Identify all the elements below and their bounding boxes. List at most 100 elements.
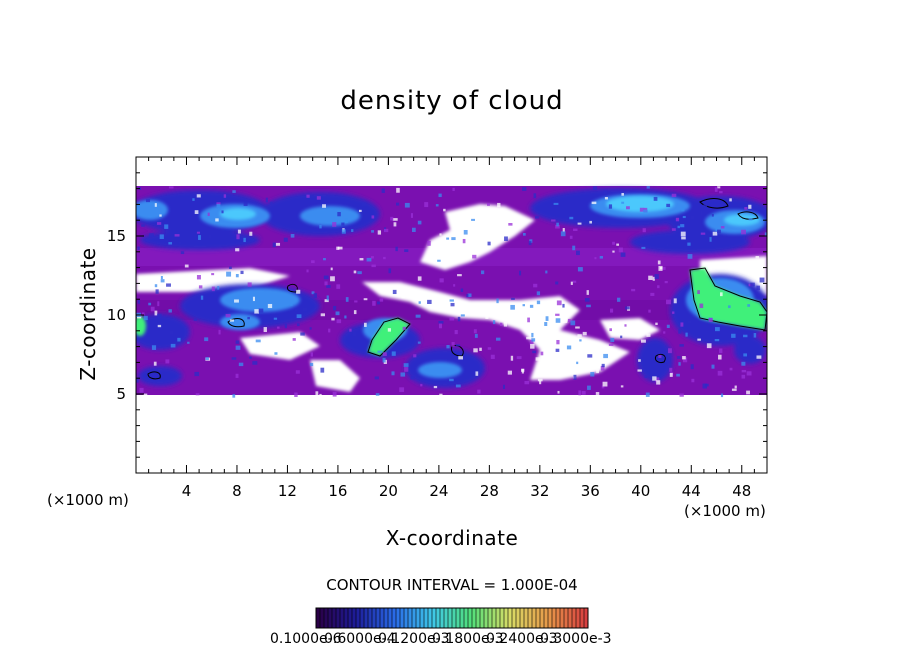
speckle — [644, 375, 648, 378]
speckle — [463, 229, 468, 235]
speckle — [457, 316, 461, 322]
speckle — [427, 299, 432, 304]
speckle — [551, 219, 556, 222]
speckle — [353, 270, 357, 274]
speckle — [254, 309, 260, 314]
speckle — [656, 380, 661, 385]
speckle — [313, 293, 317, 299]
colorbar-swatch — [392, 608, 396, 628]
speckle — [556, 222, 559, 227]
speckle — [741, 361, 746, 366]
speckle — [741, 374, 746, 379]
colorbar-swatch — [468, 608, 472, 628]
speckle — [499, 322, 503, 327]
high-density-core-mid — [368, 318, 410, 356]
speckle — [502, 384, 506, 389]
speckle — [529, 304, 534, 308]
speckle — [395, 202, 400, 206]
speckle — [678, 362, 681, 366]
speckle — [508, 223, 513, 226]
speckle — [510, 355, 514, 361]
speckle — [626, 206, 630, 210]
speckle — [621, 201, 625, 204]
speckle — [324, 299, 329, 303]
speckle — [300, 332, 305, 336]
speckle — [678, 328, 682, 334]
speckle — [675, 217, 680, 222]
speckle — [553, 202, 559, 205]
speckle — [492, 320, 496, 325]
speckle — [596, 369, 599, 374]
speckle — [392, 218, 398, 221]
speckle — [755, 256, 759, 259]
colorbar-swatch — [476, 608, 480, 628]
speckle — [756, 285, 760, 291]
speckle — [396, 187, 400, 193]
colorbar-swatch — [520, 608, 524, 628]
speckle — [208, 234, 212, 238]
speckle — [603, 190, 608, 195]
speckle — [437, 259, 441, 262]
speckle — [625, 306, 630, 310]
speckle — [533, 283, 538, 288]
speckle — [734, 385, 737, 389]
speckle — [652, 276, 655, 281]
speckle — [311, 291, 315, 295]
speckle — [326, 295, 329, 301]
speckle — [522, 304, 525, 307]
speckle — [485, 315, 489, 319]
colorbar-label: 0.1000e-6 — [270, 631, 342, 647]
speckle — [377, 230, 382, 235]
speckle — [139, 387, 144, 393]
speckle — [658, 354, 662, 358]
speckle — [247, 316, 250, 320]
speckle — [753, 333, 757, 338]
speckle — [168, 309, 172, 313]
speckle — [196, 194, 201, 198]
x-tick-label: 48 — [732, 482, 751, 500]
speckle — [236, 234, 240, 240]
speckle — [320, 367, 325, 373]
speckle — [687, 254, 693, 259]
speckle — [638, 359, 641, 362]
colorbar-swatch — [540, 608, 544, 628]
speckle — [330, 276, 335, 282]
speckle — [240, 270, 244, 275]
speckle — [391, 351, 396, 356]
speckle — [450, 302, 455, 307]
speckle — [232, 190, 236, 193]
speckle — [487, 310, 491, 315]
speckle — [457, 274, 462, 277]
speckle — [400, 372, 406, 377]
speckle — [589, 220, 592, 224]
speckle — [522, 233, 526, 236]
speckle — [618, 247, 623, 253]
colorbar-swatch — [352, 608, 356, 628]
colorbar-swatch — [464, 608, 468, 628]
speckle — [479, 347, 482, 351]
speckle — [577, 267, 583, 272]
speckle — [653, 196, 658, 201]
speckle — [411, 227, 416, 232]
speckle — [711, 213, 714, 217]
speckle — [292, 338, 296, 341]
speckle — [439, 233, 442, 236]
clear-region-2 — [420, 204, 535, 270]
speckle — [556, 300, 562, 306]
speckle — [529, 323, 534, 326]
speckle — [677, 225, 680, 229]
speckle — [655, 322, 658, 326]
speckle — [341, 222, 345, 226]
speckle — [720, 226, 725, 229]
speckle — [154, 284, 158, 288]
speckle — [471, 218, 475, 221]
speckle — [439, 393, 443, 397]
speckle — [410, 376, 415, 380]
speckle — [662, 266, 666, 270]
speckle — [402, 326, 406, 331]
speckle — [587, 385, 591, 390]
speckle — [324, 281, 328, 286]
speckle — [555, 313, 560, 316]
speckle — [410, 213, 414, 218]
speckle — [648, 309, 651, 313]
